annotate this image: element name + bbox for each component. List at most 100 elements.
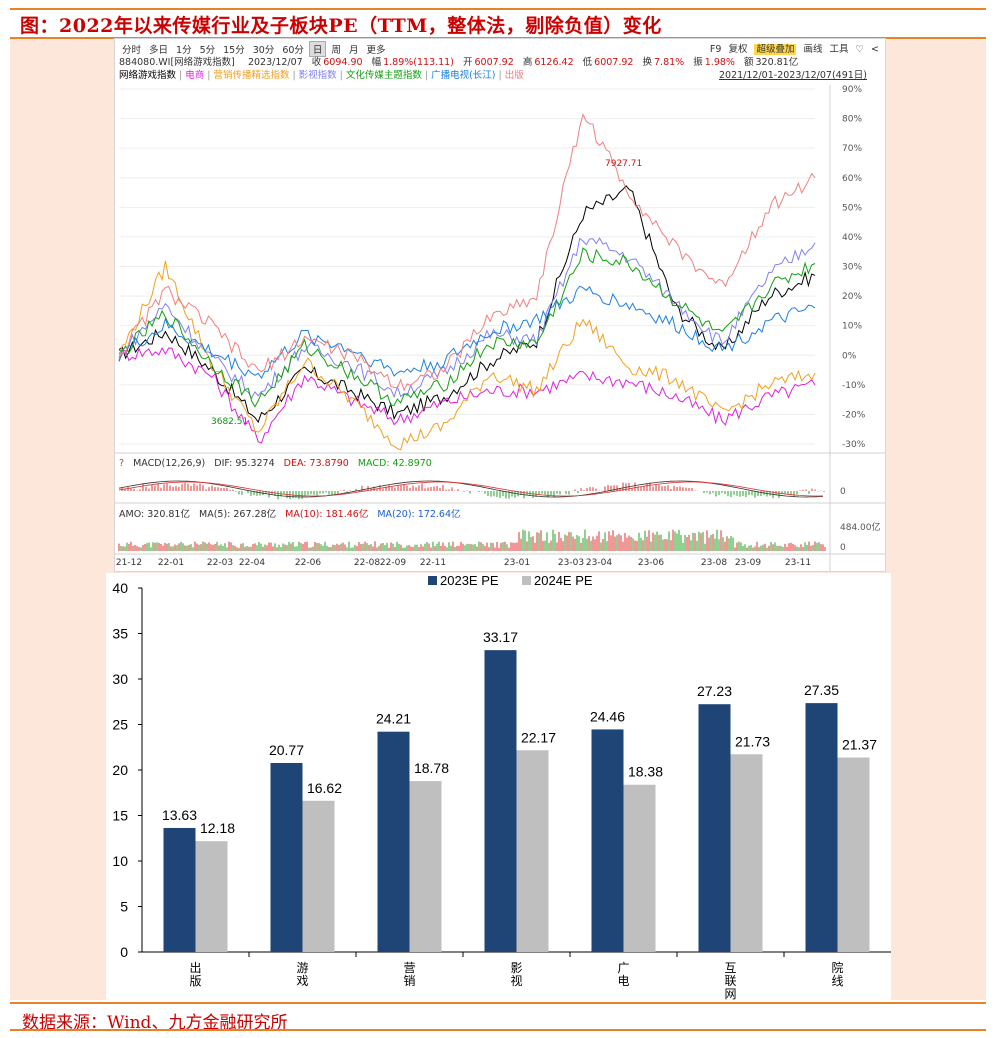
legend-separator: |: [207, 70, 211, 81]
quote-date: 2023/12/07: [247, 57, 303, 68]
period-tab[interactable]: 月: [348, 45, 359, 56]
period-tab[interactable]: 周: [331, 45, 341, 56]
legend-separator: |: [424, 70, 429, 81]
period-tab[interactable]: 15分: [223, 45, 245, 56]
macd-dif: DIF: 95.3274: [214, 458, 275, 469]
period-tab[interactable]: 日: [308, 41, 327, 57]
toolbar-button[interactable]: 复权: [728, 44, 748, 55]
category-label: 联: [724, 974, 736, 988]
category-label: 戏: [296, 974, 308, 988]
toolbar-button[interactable]: <: [871, 44, 879, 55]
y-tick-label: 5: [120, 899, 128, 915]
quote-amplitude: 1.98%: [704, 57, 735, 68]
legend-swatch: [428, 576, 437, 585]
pe-bar-chart: 0 5 10 15 20 25 30 35 40 13.63 12.18 出版 20.77 16.62 游戏…: [106, 573, 891, 1001]
toolbar-button[interactable]: ♡: [855, 44, 865, 55]
bar-value-label: 13.63: [162, 807, 197, 823]
title-rule-top: [10, 8, 986, 10]
bar: [805, 703, 838, 952]
toolbar-button[interactable]: 超级叠加: [754, 44, 797, 55]
period-tab[interactable]: 1分: [176, 45, 192, 56]
bar-value-label: 21.73: [735, 733, 770, 749]
bar: [837, 757, 870, 952]
bar-value-label: 16.62: [307, 780, 342, 796]
legend-entry[interactable]: 营销传播精选指数: [213, 70, 290, 81]
toolbar-button[interactable]: F9: [709, 44, 722, 55]
x-tick-label: 23-11: [784, 558, 812, 568]
bar: [516, 750, 549, 952]
legend-entry[interactable]: 广播电视(长江): [431, 70, 496, 81]
price-low-label: 3682.51: [211, 417, 248, 427]
category-label: 营: [403, 961, 415, 975]
bar: [409, 781, 442, 952]
quote-code: 884080.WI[网络游戏指数]: [119, 57, 235, 68]
category-label: 互: [724, 961, 736, 975]
page-title: 图：2022年以来传媒行业及子板块PE（TTM，整体法，剔除负值）变化: [20, 15, 662, 37]
x-tick-label: 23-09: [734, 558, 762, 568]
period-toolbar: 分时 多日 1分 5分 15分 30分 60分日周月更多: [119, 41, 390, 57]
bar: [270, 762, 303, 952]
period-tab[interactable]: 更多: [366, 45, 386, 56]
quote-amount-label: 额: [743, 57, 754, 68]
x-tick-label: 22-08: [353, 558, 381, 568]
bar-value-label: 12.18: [200, 820, 235, 836]
quote-open-label: 开: [462, 57, 473, 68]
footer-rule-bottom: [10, 1029, 986, 1031]
amo-header: AMO: 320.81亿 MA(5): 267.28亿 MA(10): 181.…: [119, 506, 467, 520]
bar-value-label: 33.17: [483, 629, 518, 645]
legend-entry[interactable]: 文化传媒主题指数: [345, 70, 422, 81]
category-label: 游: [296, 961, 308, 975]
bar: [623, 784, 656, 952]
toolbar-button[interactable]: 画线: [803, 44, 823, 55]
period-tab[interactable]: 多日: [149, 45, 169, 56]
legend-entry[interactable]: 影视指数: [298, 70, 337, 81]
period-tab[interactable]: 30分: [252, 45, 275, 56]
bar-value-label: 27.35: [804, 682, 839, 698]
bar: [377, 731, 410, 952]
amo-max-label: 484.00亿: [840, 521, 881, 533]
bar: [698, 704, 731, 952]
x-tick-label: 22-01: [157, 558, 185, 568]
legend-entry[interactable]: 网络游戏指数: [119, 70, 177, 81]
quote-open: 6007.92: [474, 57, 514, 68]
y-tick-label: 10: [112, 853, 128, 869]
y-tick-label: 30: [112, 671, 128, 687]
bar-value-label: 24.46: [590, 708, 625, 724]
macd-zero-label: 0: [840, 487, 846, 497]
index-comparison-chart: 分时 多日 1分 5分 15分 30分 60分日周月更多 F9 复权 超级叠加 画线 工具 ♡ < 88…: [114, 38, 886, 572]
quote-close: 6094.90: [323, 57, 363, 68]
date-range[interactable]: 2021/12/01-2023/12/07(491日): [719, 70, 867, 81]
quote-low-label: 低: [582, 57, 593, 68]
y-tick-label: -10%: [842, 381, 866, 391]
period-tab[interactable]: 分时: [122, 45, 142, 56]
toolbar-button[interactable]: 工具: [829, 44, 849, 55]
quote-change-label: 幅: [371, 57, 382, 68]
macd-help-icon[interactable]: ?: [119, 458, 125, 469]
y-tick-label: 40: [112, 580, 128, 596]
x-tick-label: 23-06: [637, 558, 665, 568]
bar-value-label: 18.38: [628, 764, 663, 780]
quote-high-label: 高: [522, 57, 533, 68]
quote-amount: 320.81亿: [755, 57, 799, 68]
y-tick-label: 40%: [842, 233, 862, 243]
x-tick-label: 22-11: [419, 558, 447, 568]
legend-entry[interactable]: 电商: [185, 70, 205, 81]
series-line: [118, 112, 816, 392]
footer-rule-top: [10, 1002, 986, 1004]
period-tab[interactable]: 5分: [199, 45, 216, 56]
amo-zero-label: 0: [840, 543, 846, 553]
period-tab[interactable]: 60分: [282, 45, 304, 56]
category-label: 销: [403, 974, 415, 988]
series-line: [118, 285, 816, 380]
category-label: 版: [189, 974, 201, 988]
bar-value-label: 24.21: [376, 711, 411, 727]
legend-entry[interactable]: 出版: [504, 70, 524, 81]
quote-close-label: 收: [311, 57, 322, 68]
y-tick-label: 90%: [842, 85, 862, 95]
x-tick-label: 21-12: [115, 558, 143, 568]
x-tick-label: 22-06: [294, 558, 322, 568]
y-tick-label: -20%: [842, 410, 866, 420]
bar-value-label: 18.78: [414, 760, 449, 776]
line-chart-svg: 90% 80% 70% 60% 50% 40% 30% 20% 10% 0% -10% -20% -30…: [115, 85, 885, 571]
category-label: 网: [724, 987, 736, 1001]
